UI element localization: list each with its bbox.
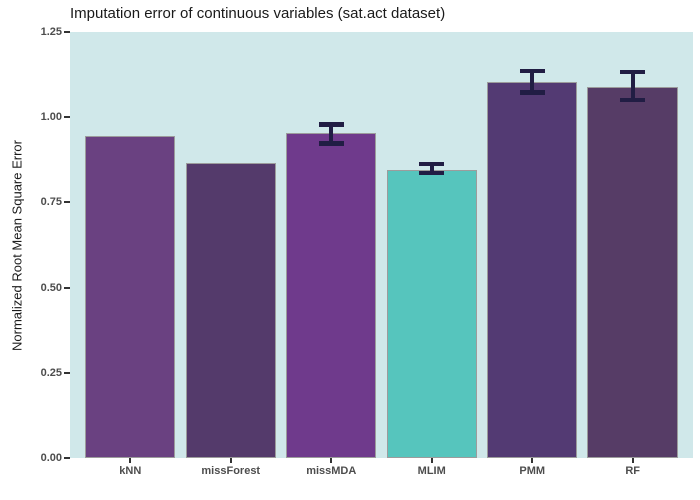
error-bar-cap	[519, 68, 545, 74]
x-tick-mark	[430, 458, 433, 463]
y-tick-label: 0.75	[40, 196, 62, 209]
y-tick-mark	[64, 371, 70, 374]
bar-RF	[587, 86, 678, 458]
error-bar-cap	[620, 69, 646, 75]
x-tick-mark	[129, 458, 132, 463]
y-tick-mark	[64, 116, 70, 119]
y-tick-label: 1.00	[40, 111, 62, 124]
y-tick-label: 0.25	[40, 366, 62, 379]
bar-kNN	[85, 136, 176, 458]
error-bar-cap	[519, 90, 545, 95]
error-bar-cap	[419, 161, 445, 167]
bar-MLIM	[386, 169, 477, 458]
bar-missMDA	[286, 133, 377, 458]
x-tick-label-MLIM: MLIM	[417, 465, 446, 477]
error-bar-cap	[620, 97, 646, 103]
error-bar-cap	[419, 170, 445, 175]
y-tick-mark	[64, 31, 70, 33]
x-tick-mark	[229, 458, 232, 463]
y-tick-mark	[64, 201, 70, 204]
x-tick-label-missForest: missForest	[201, 465, 261, 477]
x-tick-label-kNN: kNN	[119, 465, 142, 477]
x-tick-label-RF: RF	[625, 465, 641, 477]
y-tick-mark	[64, 286, 70, 289]
error-bar-cap	[318, 141, 344, 146]
x-tick-label-missMDA: missMDA	[306, 465, 357, 477]
error-bar-line	[329, 124, 334, 144]
bar-PMM	[487, 82, 578, 458]
chart-title: Imputation error of continuous variables…	[70, 5, 446, 22]
y-tick-mark	[64, 457, 70, 459]
y-axis-title: Normalized Root Mean Square Error	[9, 140, 25, 351]
bar-missForest	[185, 162, 276, 458]
y-tick-label: 1.25	[40, 26, 62, 38]
y-tick-label: 0.50	[40, 281, 62, 294]
y-tick-label: 0.00	[40, 452, 62, 464]
error-bar-line	[530, 70, 535, 93]
x-tick-mark	[631, 458, 634, 463]
error-bar-cap	[318, 122, 344, 127]
x-tick-mark	[531, 458, 534, 463]
x-tick-mark	[330, 458, 333, 463]
plot-panel	[70, 32, 693, 458]
error-bar-line	[429, 163, 434, 173]
x-tick-label-PMM: PMM	[519, 465, 546, 477]
error-bar-line	[630, 71, 635, 101]
